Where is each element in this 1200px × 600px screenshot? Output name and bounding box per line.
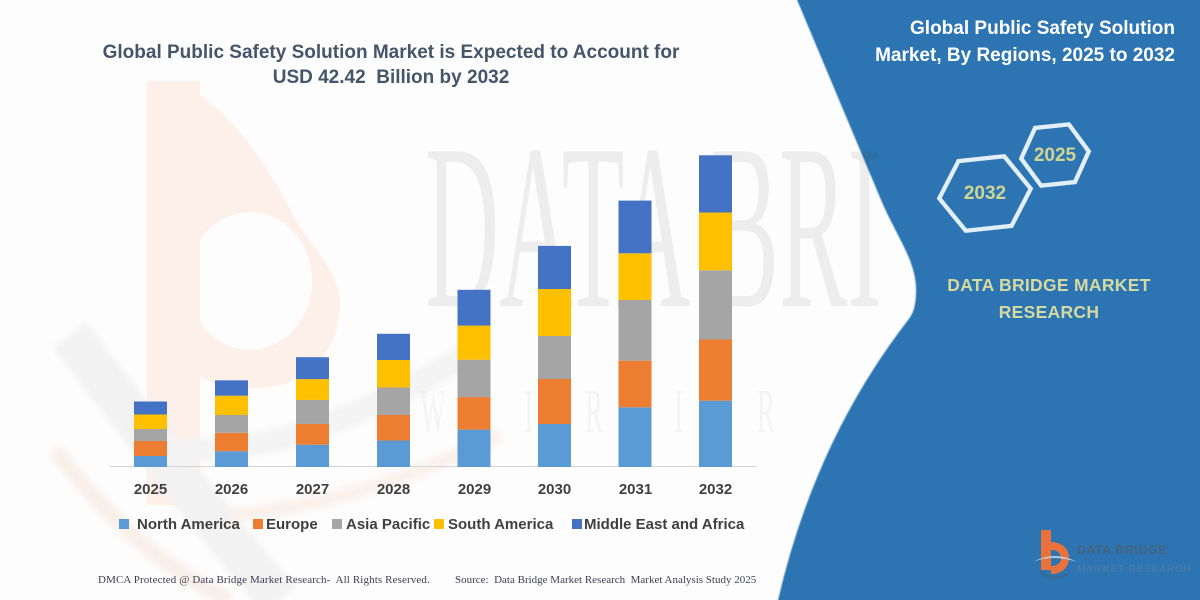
svg-text:R: R [757, 378, 775, 447]
svg-text:DATA BRI: DATA BRI [425, 97, 882, 358]
svg-text:I: I [674, 378, 683, 447]
svg-text:MARKET RESEARCH: MARKET RESEARCH [1077, 563, 1191, 575]
svg-text:R: R [585, 378, 603, 447]
svg-text:DATA BRIDGE: DATA BRIDGE [1077, 543, 1167, 557]
svg-text:W: W [420, 378, 446, 447]
svg-text:2025: 2025 [1034, 145, 1077, 166]
svg-text:2032: 2032 [964, 183, 1006, 204]
svg-text:I: I [524, 378, 533, 447]
